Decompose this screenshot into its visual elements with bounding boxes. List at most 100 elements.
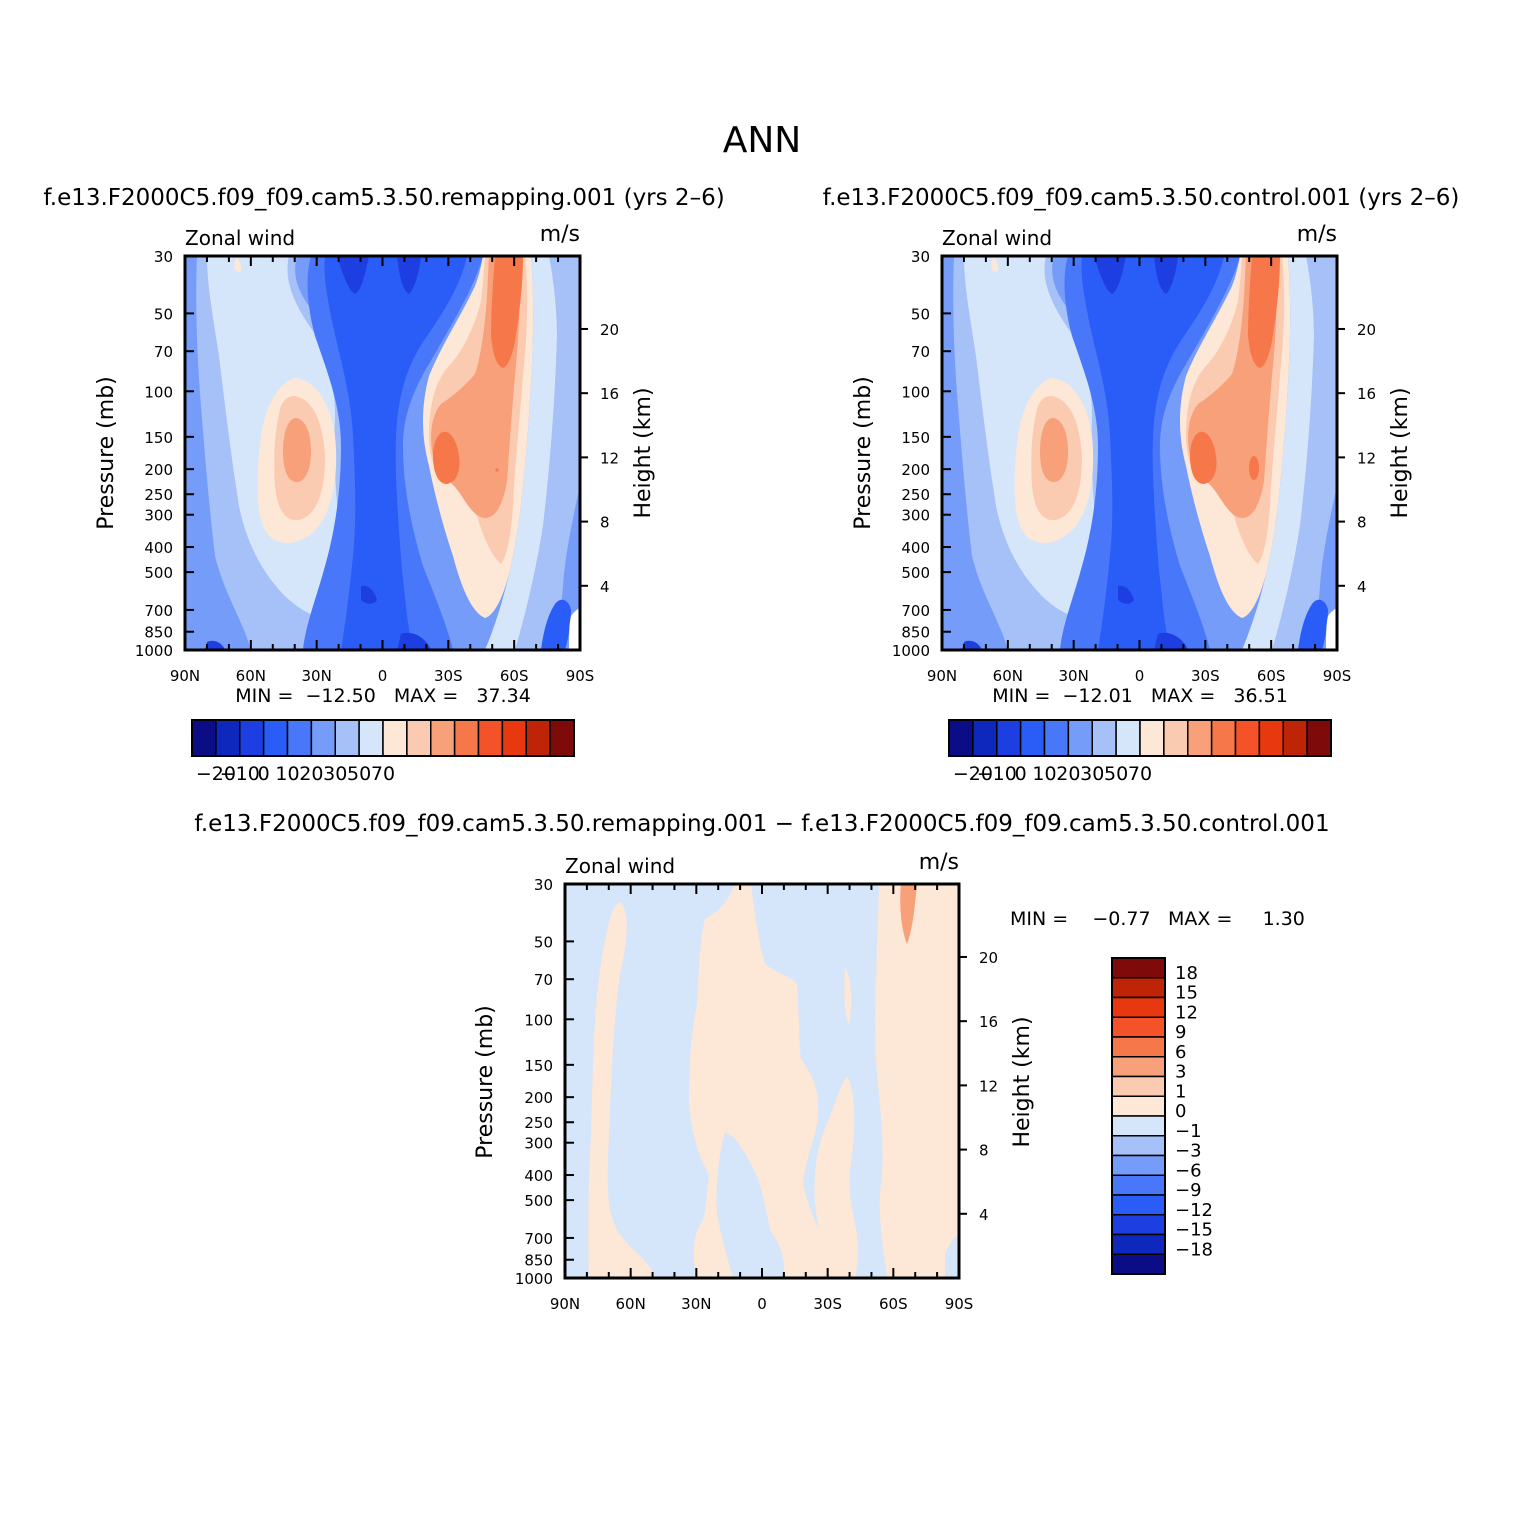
y-tick-label: 850 [144,624,173,642]
colorbar-frame [1111,957,1166,1275]
axes-difference: 3050701001502002503004005007008501000481… [515,876,998,1313]
y-tick-label: 50 [534,933,553,951]
colorbar-label: 20 [299,763,323,785]
colorbar-control: −20−100 10 20 30 50 70 [948,719,1332,785]
colorbar-label: 20 [1056,763,1080,785]
y2-tick-label: 16 [1357,385,1376,403]
y-tick-label: 400 [144,539,173,557]
min-stat: MIN = −0.77 [1010,908,1151,930]
y2-tick-label: 20 [600,321,619,339]
colorbar-swatch [477,719,504,757]
colorbar-swatch [1163,719,1189,757]
colorbar-label: 15 [1175,983,1198,1004]
colorbar-label: 0 [1175,1101,1186,1122]
colorbar-swatch [1111,957,1166,979]
colorbar-swatch [1111,977,1166,999]
contour-plot-remapping [185,256,580,650]
y-axis-label: Pressure (mb) [94,376,119,530]
colorbar-swatch [358,719,384,757]
colorbar-swatch [382,719,408,757]
panel-heading-control: f.e13.F2000C5.f09_f09.cam5.3.50.control.… [823,185,1460,211]
colorbar-swatch [948,719,974,757]
x-tick-label: 60N [236,667,266,685]
min-max-stats: MIN = −12.01 MAX = 36.51 [992,685,1288,707]
colorbar-swatch [430,719,456,757]
y-tick-label: 500 [901,564,930,582]
colorbar-swatch [239,719,265,757]
y-tick-label: 500 [144,564,173,582]
x-tick-label: 30S [813,1295,842,1313]
colorbar-swatch [1111,1115,1166,1137]
x-tick-label: 60S [879,1295,908,1313]
colorbar-label: −15 [1175,1220,1213,1241]
colorbar-swatch [1043,719,1070,757]
y2-tick-label: 12 [979,1077,998,1095]
y2-tick-label: 8 [600,514,610,532]
y-tick-label: 50 [911,305,930,323]
y2-tick-label: 12 [600,449,619,467]
y-tick-label: 1000 [892,642,930,660]
panel-difference: Zonal wind m/s 3050701001502002503004005… [473,850,1305,1313]
x-tick-label: 90N [927,667,957,685]
colorbar-label: 10 [275,763,299,785]
y-tick-label: 300 [901,507,930,525]
y2-axis-label: Height (km) [631,387,656,518]
units-label: m/s [540,222,580,247]
colorbar-frame [948,719,1332,757]
colorbar-swatch [1111,1075,1166,1097]
x-tick-label: 30N [1059,667,1089,685]
colorbar-swatch [1111,1036,1166,1058]
y2-tick-label: 8 [979,1142,989,1160]
colorbar-swatch [1258,719,1284,757]
y-tick-label: 700 [144,602,173,620]
colorbar-swatch [1111,1056,1166,1078]
colorbar-label: −6 [1175,1160,1202,1181]
x-tick-label: 60N [616,1295,646,1313]
x-tick-label: 60S [1257,667,1286,685]
colorbar-swatch [525,719,551,757]
colorbar-swatch [310,719,336,757]
colorbar-swatch [549,719,575,757]
contour-plot-control [942,256,1337,650]
colorbar-remapping: −20−100 10 20 30 50 70 [191,719,575,785]
colorbar-swatch [996,719,1022,757]
colorbar-swatch [1111,1214,1166,1236]
y-tick-label: 300 [524,1135,553,1153]
y-tick-label: 700 [524,1230,553,1248]
colorbar-swatch [286,719,313,757]
x-tick-label: 90S [1323,667,1352,685]
colorbar-swatch [1019,719,1046,757]
y2-tick-label: 4 [1357,578,1367,596]
colorbar-swatch [215,719,241,757]
y-tick-label: 200 [524,1089,553,1107]
y-tick-label: 200 [144,461,173,479]
colorbar-swatch [1111,1154,1166,1176]
y-tick-label: 400 [901,539,930,557]
y2-tick-label: 4 [979,1206,989,1224]
colorbar-label: −20 [953,763,993,785]
y-tick-label: 200 [901,461,930,479]
y-tick-label: 250 [524,1114,553,1132]
colorbar-swatch [1111,1135,1166,1157]
colorbar-label: 30 [323,763,347,785]
y2-tick-label: 12 [1357,449,1376,467]
x-tick-label: 30S [434,667,463,685]
y-tick-label: 100 [144,383,173,401]
colorbar-label: −1 [1175,1121,1202,1142]
colorbar-swatch [501,719,527,757]
units-label: m/s [1297,222,1337,247]
colorbar-swatch [191,719,217,757]
colorbar-swatch [1111,1194,1166,1216]
y-tick-label: 50 [154,305,173,323]
x-tick-label: 90S [566,667,595,685]
colorbar-swatch [1111,1253,1166,1275]
y-tick-label: 70 [911,343,930,361]
colorbar-swatch [1111,1095,1166,1117]
variable-label: Zonal wind [565,854,675,878]
colorbar-swatch [334,719,360,757]
y-tick-label: 30 [534,876,553,894]
colorbar-label: 70 [1128,763,1152,785]
y2-tick-label: 20 [979,949,998,967]
y2-axis-label: Height (km) [1010,1016,1035,1147]
x-tick-label: 90N [550,1295,580,1313]
